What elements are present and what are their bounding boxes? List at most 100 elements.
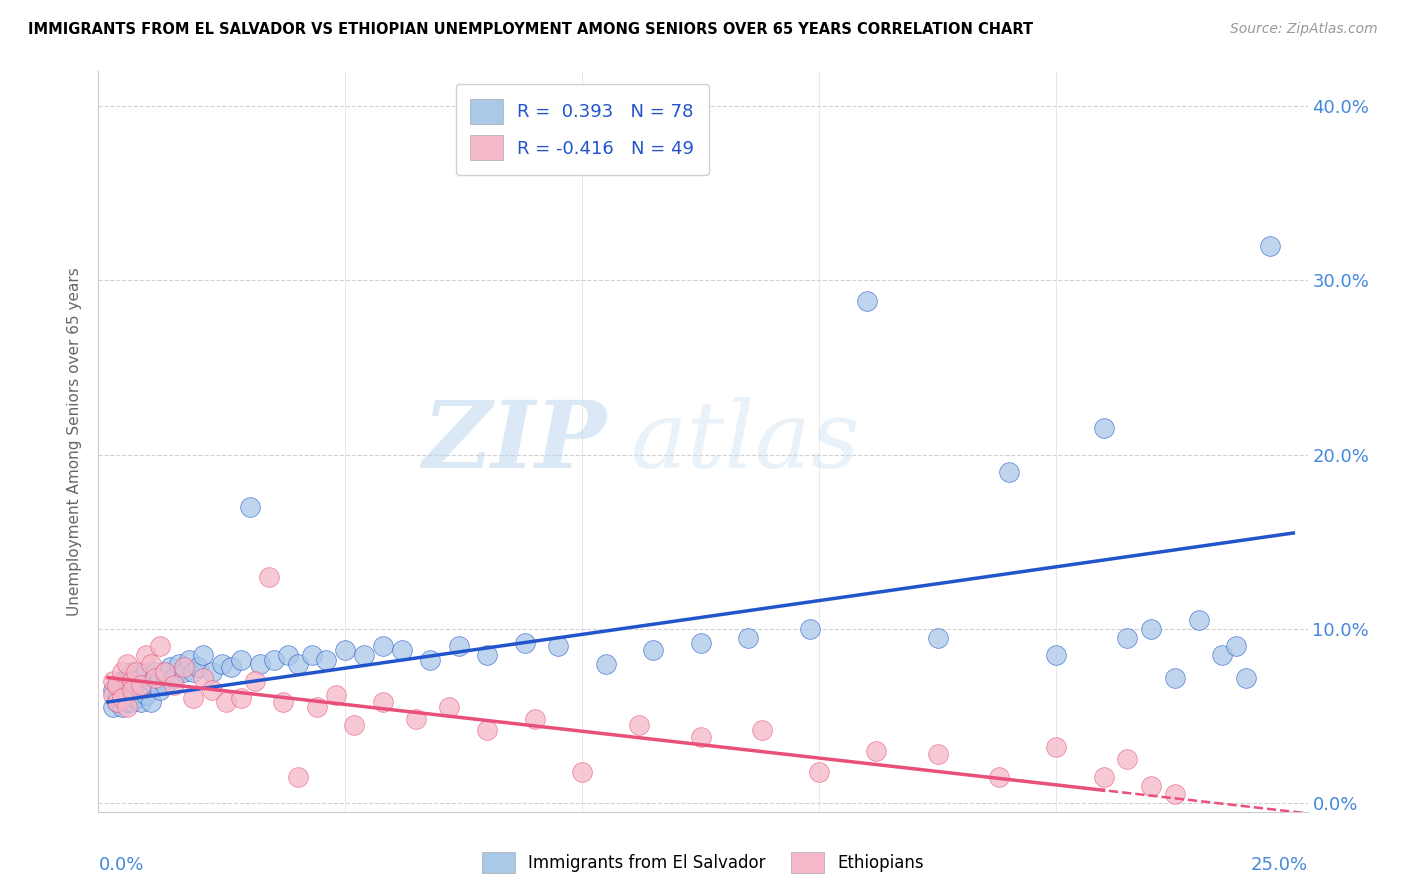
Point: [115, 695, 138, 709]
Point: [111, 691, 134, 706]
Point: [447, 639, 470, 653]
Point: [927, 631, 949, 645]
Point: [115, 700, 138, 714]
Point: [143, 665, 166, 680]
Point: [115, 657, 138, 671]
Point: [121, 682, 143, 697]
Point: [371, 639, 394, 653]
Point: [515, 636, 537, 650]
Text: 25.0%: 25.0%: [1250, 856, 1308, 874]
Point: [153, 665, 176, 680]
Point: [101, 688, 124, 702]
Point: [111, 674, 134, 689]
Point: [201, 682, 224, 697]
Point: [219, 660, 242, 674]
Point: [173, 665, 195, 680]
Text: atlas: atlas: [630, 397, 860, 486]
Point: [105, 691, 128, 706]
Point: [125, 682, 148, 697]
Point: [121, 677, 143, 691]
Point: [405, 712, 427, 726]
Point: [163, 677, 186, 691]
Point: [305, 700, 328, 714]
Point: [181, 691, 204, 706]
Point: [627, 717, 650, 731]
Point: [135, 665, 157, 680]
Point: [135, 677, 157, 691]
Point: [277, 648, 299, 662]
Point: [595, 657, 617, 671]
Point: [121, 665, 143, 680]
Point: [125, 691, 148, 706]
Point: [129, 682, 152, 697]
Point: [153, 665, 176, 680]
Point: [865, 744, 887, 758]
Point: [149, 639, 172, 653]
Point: [187, 660, 209, 674]
Point: [125, 665, 148, 680]
Point: [1092, 421, 1115, 435]
Point: [263, 653, 285, 667]
Point: [139, 674, 162, 689]
Point: [121, 691, 143, 706]
Point: [121, 674, 143, 689]
Point: [737, 631, 759, 645]
Point: [689, 730, 711, 744]
Point: [301, 648, 323, 662]
Point: [1116, 631, 1139, 645]
Point: [177, 653, 200, 667]
Point: [229, 691, 252, 706]
Point: [191, 671, 214, 685]
Point: [315, 653, 337, 667]
Point: [419, 653, 441, 667]
Point: [1140, 779, 1163, 793]
Legend: R =  0.393   N = 78, R = -0.416   N = 49: R = 0.393 N = 78, R = -0.416 N = 49: [456, 84, 709, 175]
Point: [101, 682, 124, 697]
Point: [139, 657, 162, 671]
Point: [105, 695, 128, 709]
Point: [243, 674, 266, 689]
Point: [167, 657, 190, 671]
Y-axis label: Unemployment Among Seniors over 65 years: Unemployment Among Seniors over 65 years: [67, 268, 83, 615]
Point: [211, 657, 233, 671]
Point: [477, 648, 499, 662]
Point: [105, 695, 128, 709]
Point: [1164, 671, 1187, 685]
Point: [1187, 613, 1209, 627]
Point: [173, 660, 195, 674]
Point: [1164, 787, 1187, 801]
Point: [153, 677, 176, 691]
Point: [477, 723, 499, 737]
Point: [547, 639, 569, 653]
Point: [101, 700, 124, 714]
Point: [1092, 770, 1115, 784]
Point: [115, 671, 138, 685]
Point: [111, 700, 134, 714]
Point: [325, 688, 347, 702]
Point: [439, 700, 461, 714]
Point: [1045, 648, 1067, 662]
Point: [191, 648, 214, 662]
Text: 0.0%: 0.0%: [98, 856, 143, 874]
Point: [689, 636, 711, 650]
Point: [371, 695, 394, 709]
Point: [257, 569, 280, 583]
Point: [121, 695, 143, 709]
Point: [149, 671, 172, 685]
Point: [163, 671, 186, 685]
Legend: Immigrants from El Salvador, Ethiopians: Immigrants from El Salvador, Ethiopians: [475, 846, 931, 880]
Point: [1234, 671, 1257, 685]
Point: [353, 648, 375, 662]
Point: [101, 674, 124, 689]
Point: [1140, 622, 1163, 636]
Point: [1225, 639, 1247, 653]
Text: IMMIGRANTS FROM EL SALVADOR VS ETHIOPIAN UNEMPLOYMENT AMONG SENIORS OVER 65 YEAR: IMMIGRANTS FROM EL SALVADOR VS ETHIOPIAN…: [28, 22, 1033, 37]
Point: [149, 682, 172, 697]
Point: [1045, 740, 1067, 755]
Point: [229, 653, 252, 667]
Point: [135, 688, 157, 702]
Point: [239, 500, 262, 514]
Point: [1211, 648, 1233, 662]
Point: [523, 712, 546, 726]
Point: [808, 764, 831, 779]
